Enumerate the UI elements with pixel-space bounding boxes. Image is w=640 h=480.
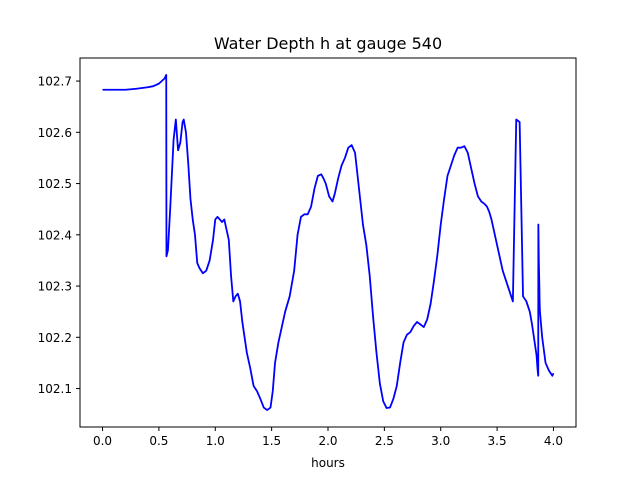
plot-area bbox=[102, 74, 555, 411]
x-tick-label: 2.5 bbox=[375, 434, 394, 448]
x-tick-label: 3.5 bbox=[488, 434, 507, 448]
x-tick-label: 1.0 bbox=[206, 434, 225, 448]
y-tick-label: 102.2 bbox=[38, 331, 72, 345]
y-tick-label: 102.5 bbox=[38, 177, 72, 191]
x-tick-label: 0.0 bbox=[93, 434, 112, 448]
x-axis-label: hours bbox=[311, 456, 345, 470]
y-tick-label: 102.4 bbox=[38, 228, 72, 242]
x-axis: 0.0 0.5 1.0 1.5 2.0 2.5 3.0 3.5 4.0 bbox=[93, 427, 563, 448]
y-tick-label: 102.7 bbox=[38, 75, 72, 89]
x-tick-label: 4.0 bbox=[544, 434, 563, 448]
y-axis: 102.1 102.2 102.3 102.4 102.5 102.6 102.7 bbox=[38, 75, 80, 396]
x-tick-label: 2.0 bbox=[318, 434, 337, 448]
y-tick-label: 102.6 bbox=[38, 126, 72, 140]
y-tick-label: 102.1 bbox=[38, 382, 72, 396]
x-tick-label: 1.5 bbox=[262, 434, 281, 448]
x-tick-label: 0.5 bbox=[149, 434, 168, 448]
x-tick-label: 3.0 bbox=[431, 434, 450, 448]
series-line-1 bbox=[102, 74, 555, 411]
y-tick-label: 102.3 bbox=[38, 280, 72, 294]
chart-title: Water Depth h at gauge 540 bbox=[214, 34, 442, 53]
